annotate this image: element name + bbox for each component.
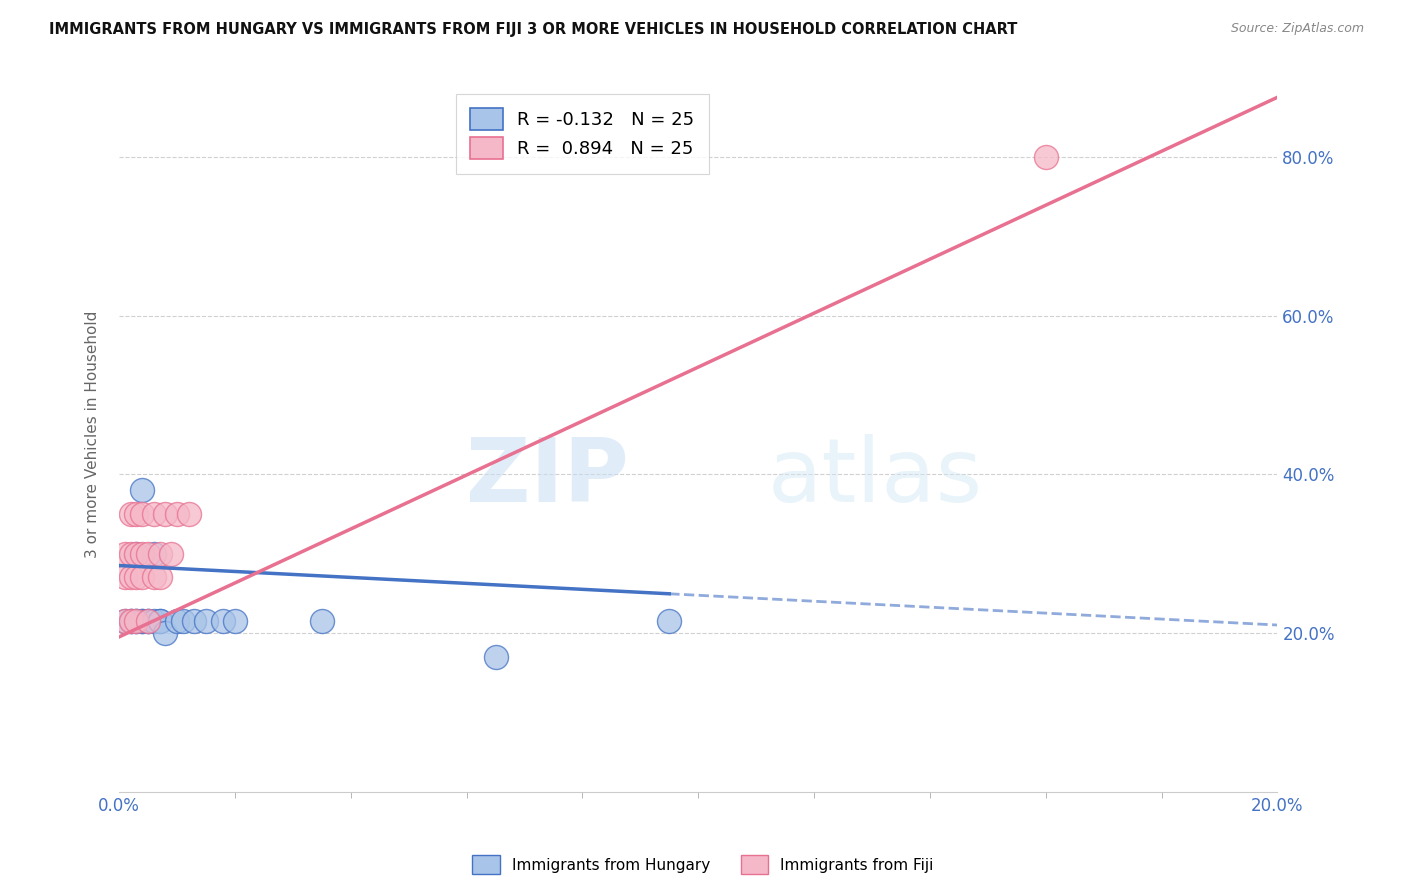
Point: [131, 570, 153, 584]
Point: [136, 614, 159, 628]
Text: atlas: atlas: [768, 434, 983, 521]
Point: [1035, 150, 1057, 164]
Point: [224, 614, 246, 628]
Point: [131, 614, 153, 628]
Point: [149, 614, 172, 628]
Point: [125, 547, 148, 561]
Point: [212, 614, 235, 628]
Point: [125, 614, 148, 628]
Point: [136, 614, 159, 628]
Text: ZIP: ZIP: [465, 434, 628, 521]
Point: [166, 507, 188, 521]
Point: [172, 614, 194, 628]
Point: [125, 614, 148, 628]
Point: [125, 547, 148, 561]
Point: [131, 483, 153, 497]
Point: [131, 547, 153, 561]
Point: [120, 507, 142, 521]
Point: [194, 614, 217, 628]
Point: [149, 547, 172, 561]
Point: [183, 614, 205, 628]
Point: [120, 614, 142, 628]
Point: [114, 570, 136, 584]
Point: [149, 614, 172, 628]
Point: [120, 614, 142, 628]
Point: [177, 507, 200, 521]
Point: [125, 614, 148, 628]
Point: [142, 614, 165, 628]
Point: [136, 614, 159, 628]
Text: Source: ZipAtlas.com: Source: ZipAtlas.com: [1230, 22, 1364, 36]
Point: [484, 649, 506, 664]
Point: [114, 614, 136, 628]
Legend: Immigrants from Hungary, Immigrants from Fiji: Immigrants from Hungary, Immigrants from…: [465, 849, 941, 880]
Point: [142, 570, 165, 584]
Point: [311, 614, 333, 628]
Point: [114, 547, 136, 561]
Point: [131, 507, 153, 521]
Point: [142, 547, 165, 561]
Point: [658, 614, 681, 628]
Y-axis label: 3 or more Vehicles in Household: 3 or more Vehicles in Household: [86, 311, 100, 558]
Point: [142, 507, 165, 521]
Point: [149, 570, 172, 584]
Point: [125, 507, 148, 521]
Point: [155, 626, 177, 640]
Point: [131, 614, 153, 628]
Point: [166, 614, 188, 628]
Point: [160, 547, 183, 561]
Point: [120, 547, 142, 561]
Point: [120, 570, 142, 584]
Point: [125, 570, 148, 584]
Point: [120, 614, 142, 628]
Legend: R = -0.132   N = 25, R =  0.894   N = 25: R = -0.132 N = 25, R = 0.894 N = 25: [456, 94, 709, 174]
Point: [114, 614, 136, 628]
Text: IMMIGRANTS FROM HUNGARY VS IMMIGRANTS FROM FIJI 3 OR MORE VEHICLES IN HOUSEHOLD : IMMIGRANTS FROM HUNGARY VS IMMIGRANTS FR…: [49, 22, 1018, 37]
Point: [136, 547, 159, 561]
Point: [155, 507, 177, 521]
